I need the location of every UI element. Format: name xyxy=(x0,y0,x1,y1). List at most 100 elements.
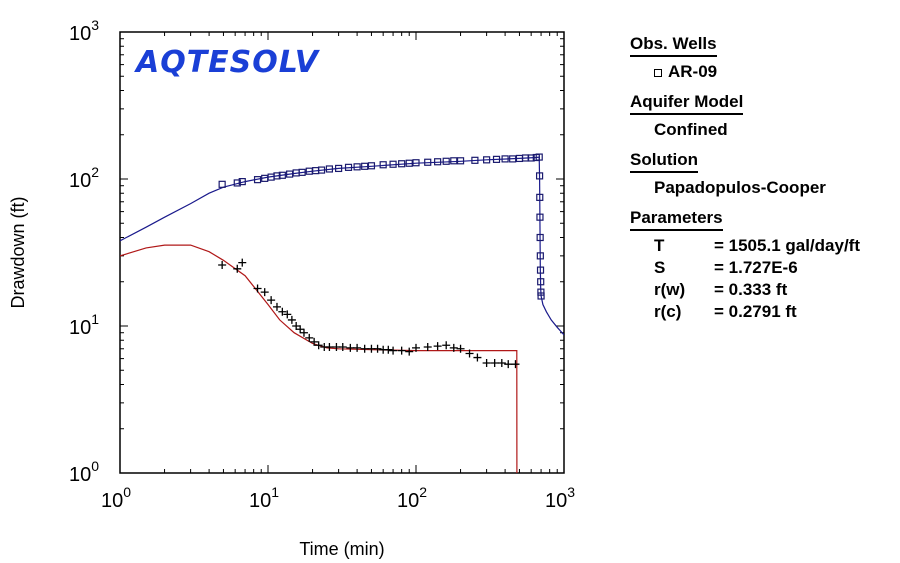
parameter-name: S xyxy=(654,258,666,277)
derivative-point xyxy=(389,346,398,355)
obs-wells-heading: Obs. Wells xyxy=(630,34,717,57)
derivative-point xyxy=(433,342,442,351)
observed-point xyxy=(298,168,306,176)
derivative-point xyxy=(283,310,292,319)
derivative-point xyxy=(296,325,305,334)
observed-point xyxy=(218,180,226,188)
plot-series xyxy=(120,153,564,473)
derivative-point xyxy=(278,307,287,316)
observed-point xyxy=(537,278,545,286)
observed-point xyxy=(537,292,545,300)
derivative-point xyxy=(267,296,276,305)
derivative-point xyxy=(218,260,227,269)
derivative-point xyxy=(412,343,420,352)
tick-exponent: 0 xyxy=(91,458,99,474)
observed-point xyxy=(335,164,343,173)
tick-base: 10 xyxy=(249,490,271,512)
derivative-point xyxy=(456,344,465,353)
derivative-point xyxy=(353,343,362,352)
aquifer-model-heading: Aquifer Model xyxy=(630,92,744,115)
derivative-point xyxy=(511,360,520,369)
derivative-point xyxy=(238,258,247,267)
derivative-point xyxy=(233,264,242,273)
derivative-point xyxy=(497,359,506,368)
x-tick-label: 103 xyxy=(545,484,575,512)
observed-point xyxy=(317,166,326,174)
observed-point xyxy=(238,178,246,186)
y-tick-label: 100 xyxy=(69,458,99,486)
observed-point xyxy=(325,165,334,173)
parameter-value: = 0.2791 ft xyxy=(714,302,797,321)
tick-exponent: 2 xyxy=(91,164,99,180)
tick-base: 10 xyxy=(69,464,91,486)
parameters-heading: Parameters xyxy=(630,208,723,231)
tick-base: 10 xyxy=(69,23,91,45)
derivative-point xyxy=(397,346,406,355)
observed-point xyxy=(398,160,406,168)
parameter-row: r(w) = 0.333 ft xyxy=(630,279,860,301)
observed-point xyxy=(442,157,450,165)
y-tick-label: 101 xyxy=(69,311,99,339)
tick-base: 10 xyxy=(69,170,91,192)
aqtesolv-logo: AQTESOLV xyxy=(134,45,321,80)
x-tick-label: 101 xyxy=(249,484,279,512)
observed-point xyxy=(361,162,369,170)
y-axis-label: Drawdown (ft) xyxy=(8,196,28,308)
x-axis-label: Time (min) xyxy=(299,539,384,559)
observed-point xyxy=(456,157,465,165)
plot-frame xyxy=(119,31,565,474)
observed-point xyxy=(344,163,353,171)
tick-base: 10 xyxy=(545,490,567,512)
observed-point xyxy=(537,288,545,296)
observed-point xyxy=(536,213,544,221)
derivative-point xyxy=(405,347,414,356)
derivative-point xyxy=(423,342,432,351)
parameter-name: r(c) xyxy=(654,302,682,321)
observed-point xyxy=(536,252,544,260)
derivative-point xyxy=(473,353,482,362)
observed-point xyxy=(253,176,262,184)
parameter-row: S = 1.727E-6 xyxy=(630,257,860,279)
derivative-point xyxy=(260,288,269,297)
derivative-point xyxy=(310,337,319,346)
observed-point xyxy=(412,159,420,167)
observed-point xyxy=(424,158,432,166)
observed-point xyxy=(483,156,491,164)
observed-point xyxy=(405,159,413,167)
derivative-fit-curve xyxy=(120,244,518,473)
x-tick-label: 100 xyxy=(101,484,131,512)
tick-base: 10 xyxy=(101,490,123,512)
observed-point xyxy=(353,163,361,171)
observed-point xyxy=(501,155,509,163)
parameter-value: = 0.333 ft xyxy=(714,280,788,299)
aquifer-model-value: Confined xyxy=(654,120,728,139)
observed-point xyxy=(233,179,241,187)
observed-point xyxy=(492,155,501,163)
derivative-point xyxy=(373,344,382,353)
derivative-point xyxy=(384,345,393,354)
observed-point xyxy=(367,162,376,170)
derivative-point xyxy=(253,284,262,293)
tick-exponent: 3 xyxy=(567,484,575,500)
derivative-point xyxy=(449,343,458,352)
observed-point xyxy=(434,158,442,166)
derivative-point xyxy=(314,341,323,350)
observed-point xyxy=(509,155,517,163)
derivative-point xyxy=(442,341,451,350)
tick-exponent: 1 xyxy=(271,484,279,500)
observed-point xyxy=(527,154,535,162)
derivative-point xyxy=(325,342,334,351)
derivative-point xyxy=(299,328,308,337)
solution-heading: Solution xyxy=(630,150,698,173)
legend-panel: Obs. Wells AR-09 Aquifer Model Confined … xyxy=(630,34,860,332)
observed-point xyxy=(535,172,544,180)
solution-value: Papadopulos-Cooper xyxy=(654,178,826,197)
derivative-point xyxy=(360,344,369,353)
observed-point xyxy=(471,156,479,164)
tick-exponent: 2 xyxy=(419,484,427,500)
derivative-point xyxy=(465,349,474,358)
derivative-point xyxy=(346,343,355,352)
obs-well-name: AR-09 xyxy=(668,62,718,81)
